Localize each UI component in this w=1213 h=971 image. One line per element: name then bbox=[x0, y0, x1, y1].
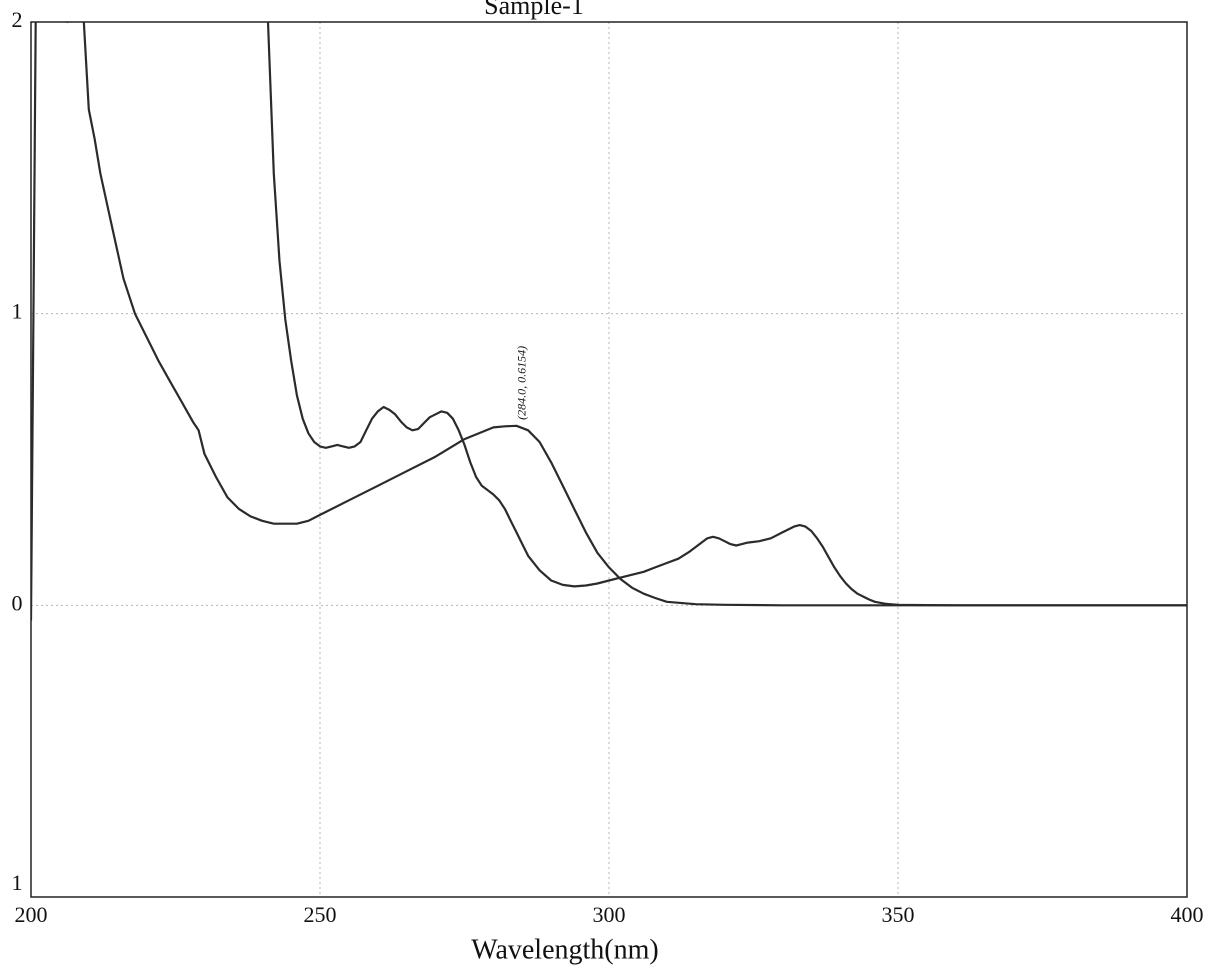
x-axis-title: Wavelength(nm) bbox=[471, 934, 658, 965]
plot-frame bbox=[30, 21, 1188, 898]
x-tick-labels: 200 250 300 350 400 bbox=[15, 902, 1204, 927]
x-tick-label: 250 bbox=[304, 902, 337, 927]
y-tick-label: 2 bbox=[12, 7, 23, 32]
gridlines bbox=[31, 22, 1187, 897]
x-tick-label: 350 bbox=[882, 902, 915, 927]
x-tick-label: 300 bbox=[593, 902, 626, 927]
series-line-3 bbox=[66, 22, 69, 24]
y-tick-label: 1 bbox=[12, 299, 23, 324]
series-line-2 bbox=[266, 22, 1187, 607]
x-tick-label: 200 bbox=[15, 902, 48, 927]
chart-title: Sample-1 bbox=[484, 0, 584, 20]
series-group bbox=[31, 22, 1187, 621]
y-tick-labels: 2 1 0 1 bbox=[12, 7, 23, 895]
x-tick-label: 400 bbox=[1171, 902, 1204, 927]
y-tick-label: 1 bbox=[12, 870, 23, 895]
peak-annotation: (284.0, 0.6154) bbox=[514, 346, 528, 420]
series-line-1 bbox=[31, 22, 1187, 621]
y-tick-label: 0 bbox=[12, 590, 23, 615]
